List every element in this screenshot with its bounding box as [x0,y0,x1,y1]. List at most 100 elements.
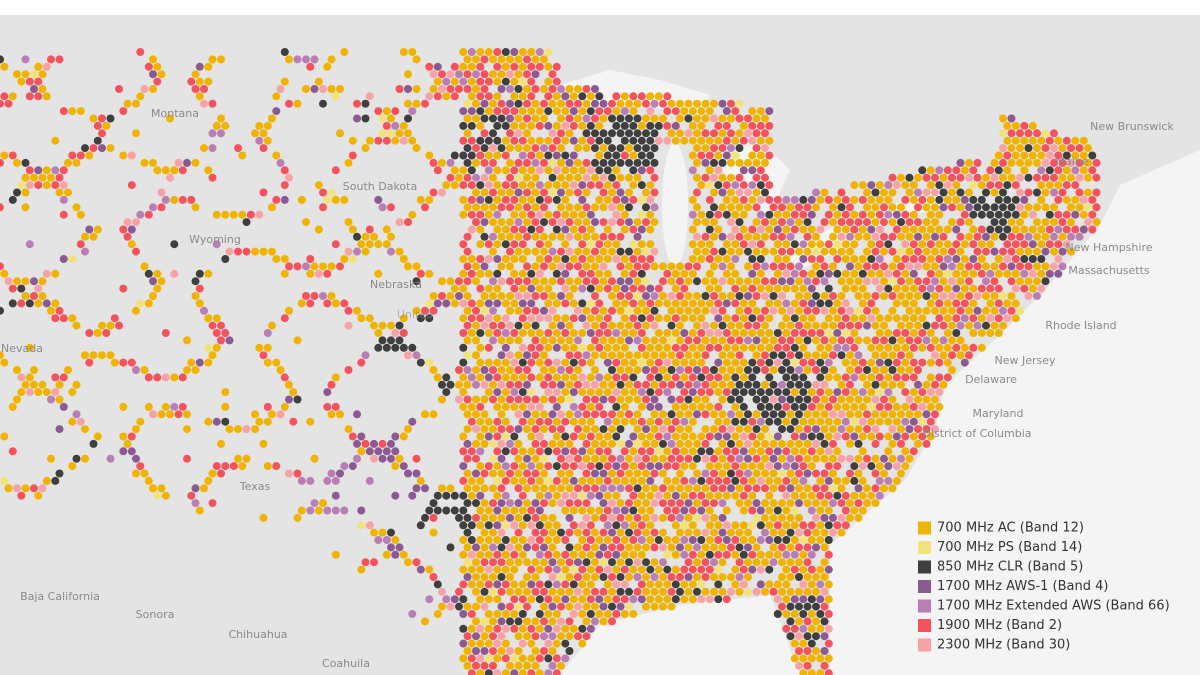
coverage-hex [578,521,587,530]
coverage-hex [68,388,77,397]
coverage-hex [731,402,740,411]
coverage-hex [595,240,604,249]
coverage-hex [535,136,544,145]
coverage-hex [1037,225,1046,234]
coverage-hex [472,425,480,434]
coverage-hex [119,402,128,411]
coverage-hex [688,402,697,411]
coverage-hex [540,188,548,197]
coverage-hex [731,210,740,219]
coverage-hex [578,476,587,485]
coverage-hex [909,284,918,293]
coverage-hex [935,358,944,367]
coverage-hex [0,269,9,278]
coverage-hex [357,358,366,367]
coverage-hex [497,410,506,419]
coverage-hex [705,402,714,411]
coverage-hex [671,550,680,559]
coverage-hex [778,232,786,241]
coverage-hex [497,380,506,389]
coverage-hex [1045,240,1054,249]
coverage-hex [574,232,582,241]
coverage-hex [850,225,859,234]
coverage-hex [310,55,319,64]
coverage-hex [756,402,765,411]
coverage-hex [773,595,782,604]
coverage-hex [599,351,608,360]
coverage-hex [608,218,616,227]
coverage-hex [620,550,629,559]
coverage-hex [13,395,21,404]
coverage-hex [484,210,493,219]
coverage-hex [701,469,710,478]
coverage-hex [523,617,531,626]
coverage-hex [336,129,344,138]
coverage-hex [569,181,578,190]
coverage-hex [935,299,944,308]
coverage-hex [731,373,740,382]
coverage-hex [633,218,642,227]
coverage-hex [42,181,51,190]
coverage-hex [994,269,1003,278]
coverage-hex [552,521,561,530]
coverage-hex [595,432,604,441]
coverage-hex [1050,218,1058,227]
coverage-hex [552,447,561,456]
coverage-hex [693,158,701,167]
coverage-hex [263,329,272,337]
coverage-hex [55,380,64,389]
coverage-hex [897,232,905,241]
coverage-hex [909,195,918,204]
coverage-hex [293,469,302,478]
coverage-hex [582,99,591,108]
coverage-hex [807,210,816,219]
coverage-hex [438,70,446,79]
coverage-hex [756,314,765,323]
coverage-hex [625,558,633,567]
coverage-hex [790,506,799,515]
coverage-hex [89,144,98,153]
coverage-hex [654,491,663,500]
coverage-hex [1079,210,1088,219]
coverage-hex [518,92,527,101]
coverage-hex [833,521,842,530]
coverage-hex [973,262,982,271]
coverage-hex [493,269,502,278]
coverage-hex [429,573,438,581]
coverage-hex [935,255,944,263]
coverage-hex [841,388,850,397]
coverage-hex [191,158,200,167]
coverage-hex [786,410,795,419]
coverage-hex [629,373,638,382]
coverage-hex [170,240,179,249]
coverage-hex [586,624,595,633]
coverage-hex [612,580,621,589]
coverage-hex [646,121,655,130]
coverage-hex [531,321,540,330]
coverage-hex [960,299,969,308]
coverage-hex [659,587,667,596]
coverage-hex [446,543,455,552]
coverage-hex [514,144,523,153]
coverage-hex [586,565,595,574]
coverage-hex [897,247,905,256]
coverage-hex [901,195,910,204]
coverage-hex [973,292,982,300]
coverage-hex [892,373,901,382]
coverage-hex [642,366,650,374]
coverage-hex [829,351,837,360]
coverage-hex [578,610,587,618]
coverage-hex [650,203,659,212]
coverage-hex [722,550,731,559]
coverage-hex [824,240,833,249]
coverage-hex [773,240,782,249]
coverage-hex [344,218,353,227]
coverage-hex [523,114,531,123]
coverage-hex [574,173,582,182]
coverage-hex [480,587,489,596]
coverage-hex [1062,225,1071,234]
coverage-hex [378,439,387,448]
coverage-hex [816,299,825,308]
coverage-hex [382,136,391,145]
coverage-hex [586,550,595,559]
